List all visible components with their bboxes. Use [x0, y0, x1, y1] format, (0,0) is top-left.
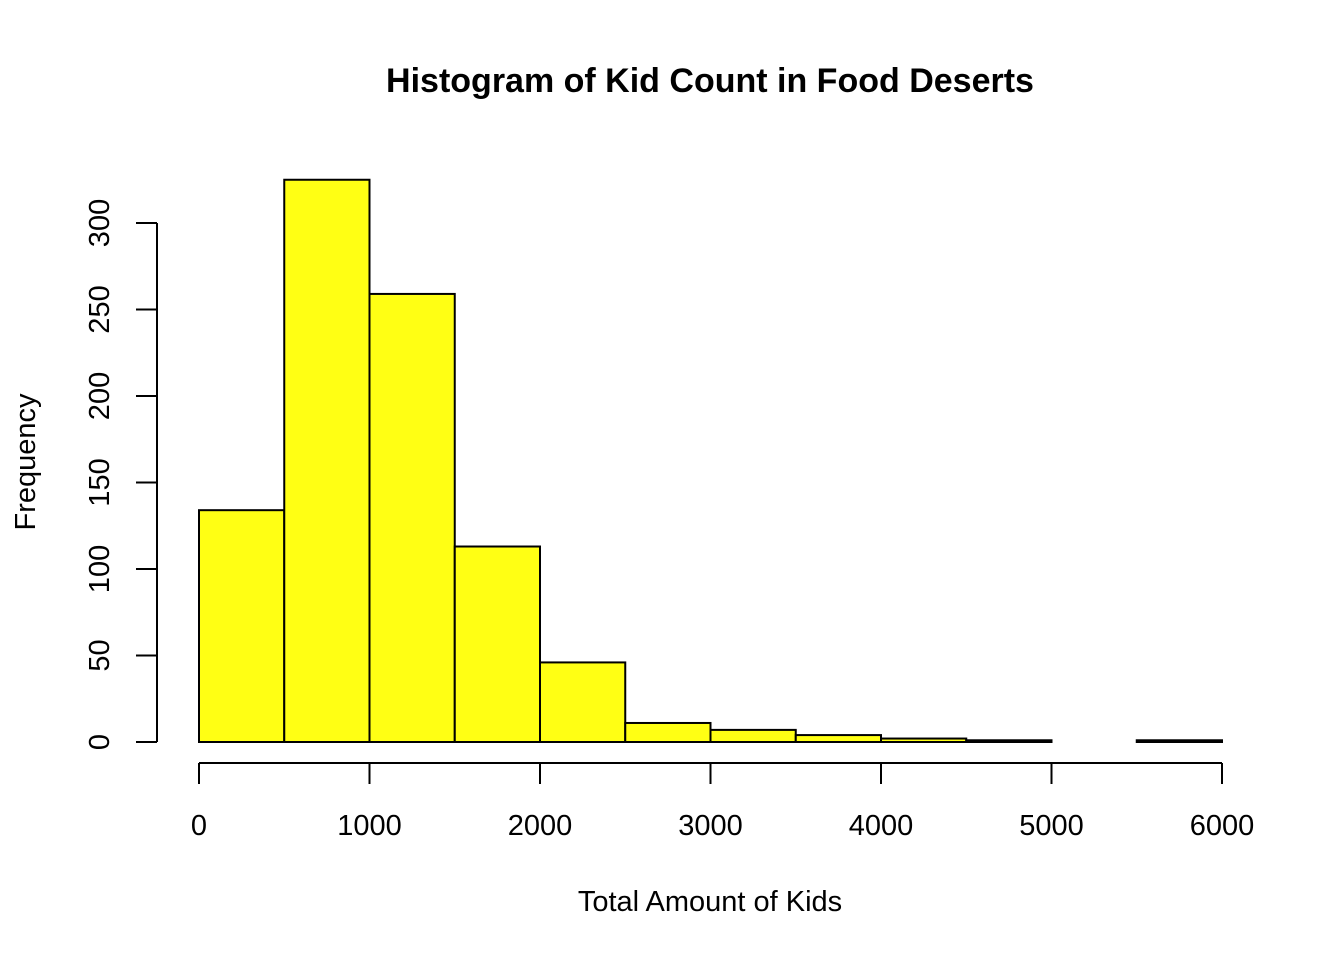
- x-tick-label: 3000: [678, 810, 743, 842]
- x-axis-label: Total Amount of Kids: [578, 886, 842, 918]
- bars-group: [198, 178, 1223, 744]
- y-tick-label: 50: [84, 639, 116, 671]
- histogram-bar: [880, 737, 968, 743]
- x-tick-label: 2000: [508, 810, 573, 842]
- histogram-bar: [624, 721, 712, 743]
- y-axis: 0 50 100 150 200 250 300: [84, 199, 158, 750]
- histogram-bar: [1135, 739, 1223, 744]
- x-tick-label: 5000: [1019, 810, 1084, 842]
- y-tick-label: 300: [84, 199, 116, 247]
- histogram-bar: [794, 734, 882, 744]
- y-tick-label: 200: [84, 372, 116, 420]
- histogram-bar: [453, 545, 541, 744]
- x-tick-label: 4000: [849, 810, 914, 842]
- y-tick-label: 250: [84, 285, 116, 333]
- histogram-bar: [709, 728, 797, 744]
- chart-title: Histogram of Kid Count in Food Deserts: [386, 62, 1034, 100]
- histogram-bar: [368, 292, 456, 743]
- x-axis: 0 1000 2000 3000 4000 5000 6000: [191, 762, 1255, 842]
- x-tick-label: 6000: [1190, 810, 1255, 842]
- y-tick-label: 150: [84, 458, 116, 506]
- histogram-bar: [283, 178, 371, 743]
- histogram-bar: [198, 509, 286, 743]
- y-axis-label: Frequency: [10, 393, 42, 531]
- x-tick-label: 0: [191, 810, 207, 842]
- y-tick-label: 100: [84, 545, 116, 593]
- y-tick-label: 0: [84, 734, 116, 750]
- x-tick-label: 1000: [337, 810, 402, 842]
- histogram-bar: [965, 739, 1053, 744]
- histogram-bar: [539, 661, 627, 743]
